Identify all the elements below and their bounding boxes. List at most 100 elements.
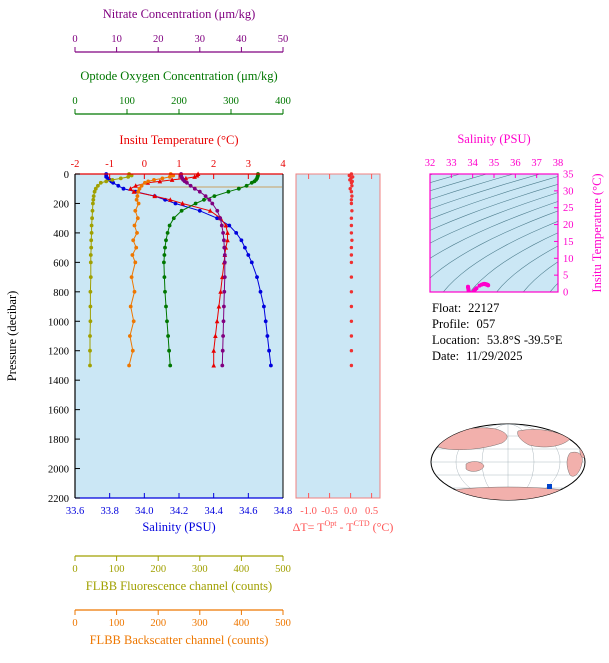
- svg-text:32: 32: [425, 158, 436, 169]
- svg-text:5: 5: [563, 271, 568, 282]
- delta-t-axis-title: ΔT= TOpt - TCTD (°C): [283, 519, 403, 535]
- svg-text:400: 400: [275, 96, 291, 107]
- svg-text:4: 4: [280, 159, 286, 170]
- svg-text:-1.0: -1.0: [300, 506, 317, 517]
- svg-text:Salinity (PSU): Salinity (PSU): [142, 520, 215, 534]
- svg-text:2200: 2200: [48, 494, 69, 505]
- svg-text:3: 3: [246, 159, 251, 170]
- temperature-axis: -2 -1 0 1 2 3 4 Insitu Temperature (°C): [71, 133, 286, 179]
- profile-line: Profile: 057: [432, 316, 563, 332]
- svg-text:36: 36: [510, 158, 521, 169]
- float-label: Float:: [432, 301, 462, 315]
- svg-text:400: 400: [234, 618, 250, 629]
- svg-text:200: 200: [53, 199, 69, 210]
- svg-text:10: 10: [111, 34, 122, 45]
- svg-text:33.6: 33.6: [66, 506, 84, 517]
- svg-text:Nitrate Concentration (μm/kg): Nitrate Concentration (μm/kg): [103, 7, 256, 21]
- svg-text:Salinity (PSU): Salinity (PSU): [457, 132, 530, 146]
- main-plot-background: [75, 174, 283, 498]
- svg-text:2: 2: [211, 159, 216, 170]
- svg-text:0: 0: [72, 564, 77, 575]
- nitrate-axis: 0 10 20 30 40 50 Nitrate Concentration (μm/kg): [72, 7, 288, 53]
- svg-text:34.0: 34.0: [135, 506, 153, 517]
- dt-title-part1: ΔT= T: [292, 520, 325, 534]
- svg-text:33.8: 33.8: [100, 506, 118, 517]
- svg-text:Optode Oxygen Concentration (μ: Optode Oxygen Concentration (μm/kg): [80, 69, 277, 83]
- svg-text:200: 200: [150, 618, 166, 629]
- svg-text:300: 300: [223, 96, 239, 107]
- svg-text:20: 20: [153, 34, 164, 45]
- svg-text:35: 35: [489, 158, 500, 169]
- dt-title-part3: (°C): [369, 520, 394, 534]
- svg-text:0.5: 0.5: [365, 506, 378, 517]
- svg-text:34.8: 34.8: [274, 506, 292, 517]
- date-value: 11/29/2025: [466, 349, 523, 363]
- svg-text:0: 0: [72, 34, 77, 45]
- location-line: Location: 53.8°S -39.5°E: [432, 332, 563, 348]
- svg-text:300: 300: [192, 564, 208, 575]
- svg-text:10: 10: [563, 254, 574, 265]
- oxygen-profile: [162, 172, 260, 368]
- world-map: [430, 423, 586, 501]
- svg-text:1000: 1000: [48, 317, 69, 328]
- profile-label: Profile:: [432, 317, 470, 331]
- float-location-marker: [547, 484, 552, 489]
- svg-text:400: 400: [234, 564, 250, 575]
- landmass-north-america: [517, 429, 571, 448]
- svg-text:20: 20: [563, 220, 574, 231]
- location-label: Location:: [432, 333, 480, 347]
- landmass-australia: [465, 461, 485, 472]
- svg-text:1200: 1200: [48, 347, 69, 358]
- svg-text:34: 34: [467, 158, 478, 169]
- float-value: 22127: [468, 301, 500, 315]
- svg-text:34.2: 34.2: [170, 506, 188, 517]
- profile-value: 057: [476, 317, 496, 331]
- location-value: 53.8°S -39.5°E: [486, 333, 563, 347]
- oxygen-axis: 0 100 200 300 400 Optode Oxygen Concentration…: [72, 69, 291, 115]
- svg-text:1400: 1400: [48, 376, 69, 387]
- svg-text:30: 30: [563, 186, 574, 197]
- ts-diagram: 32 33 34 35 36 37 38 Salinity (PSU) 0 5 10 15 20 25 30…: [425, 132, 604, 299]
- backscatter-profile: [127, 172, 176, 368]
- svg-text:200: 200: [171, 96, 187, 107]
- svg-text:38: 38: [553, 158, 564, 169]
- svg-text:100: 100: [119, 96, 135, 107]
- svg-text:Insitu Temperature (°C): Insitu Temperature (°C): [119, 133, 238, 147]
- fluorescence-profile: [88, 172, 134, 368]
- svg-text:34.6: 34.6: [239, 506, 257, 517]
- backscatter-axis: 0 100 200 300 400 500 FLBB Backscatter channel…: [72, 609, 291, 647]
- svg-text:-2: -2: [71, 159, 80, 170]
- svg-text:0: 0: [72, 618, 77, 629]
- svg-text:200: 200: [150, 564, 166, 575]
- svg-text:Pressure (decibar): Pressure (decibar): [5, 291, 19, 382]
- svg-text:37: 37: [531, 158, 542, 169]
- svg-text:40: 40: [236, 34, 247, 45]
- date-line: Date: 11/29/2025: [432, 348, 563, 364]
- svg-text:FLBB Fluorescence channel (cou: FLBB Fluorescence channel (counts): [86, 579, 272, 593]
- svg-text:2000: 2000: [48, 465, 69, 476]
- svg-text:400: 400: [53, 229, 69, 240]
- svg-text:0: 0: [64, 170, 69, 181]
- dt-title-part2: - T: [336, 520, 354, 534]
- svg-text:800: 800: [53, 288, 69, 299]
- date-label: Date:: [432, 349, 460, 363]
- dt-title-sup-ctd: CTD: [353, 519, 370, 528]
- float-id-line: Float: 22127: [432, 300, 563, 316]
- svg-text:1800: 1800: [48, 435, 69, 446]
- svg-text:30: 30: [195, 34, 206, 45]
- svg-text:100: 100: [109, 618, 125, 629]
- svg-text:300: 300: [192, 618, 208, 629]
- svg-text:-1: -1: [105, 159, 114, 170]
- svg-text:25: 25: [563, 203, 574, 214]
- svg-text:15: 15: [563, 237, 574, 248]
- svg-text:1: 1: [176, 159, 181, 170]
- svg-text:-0.5: -0.5: [321, 506, 338, 517]
- svg-text:Insitu Temperature (°C): Insitu Temperature (°C): [590, 173, 604, 292]
- svg-text:33: 33: [446, 158, 457, 169]
- svg-text:600: 600: [53, 258, 69, 269]
- delta-t-panel: -1.0 -0.5 0.0 0.5: [295, 172, 381, 517]
- svg-text:35: 35: [563, 170, 574, 181]
- svg-text:34.4: 34.4: [204, 506, 223, 517]
